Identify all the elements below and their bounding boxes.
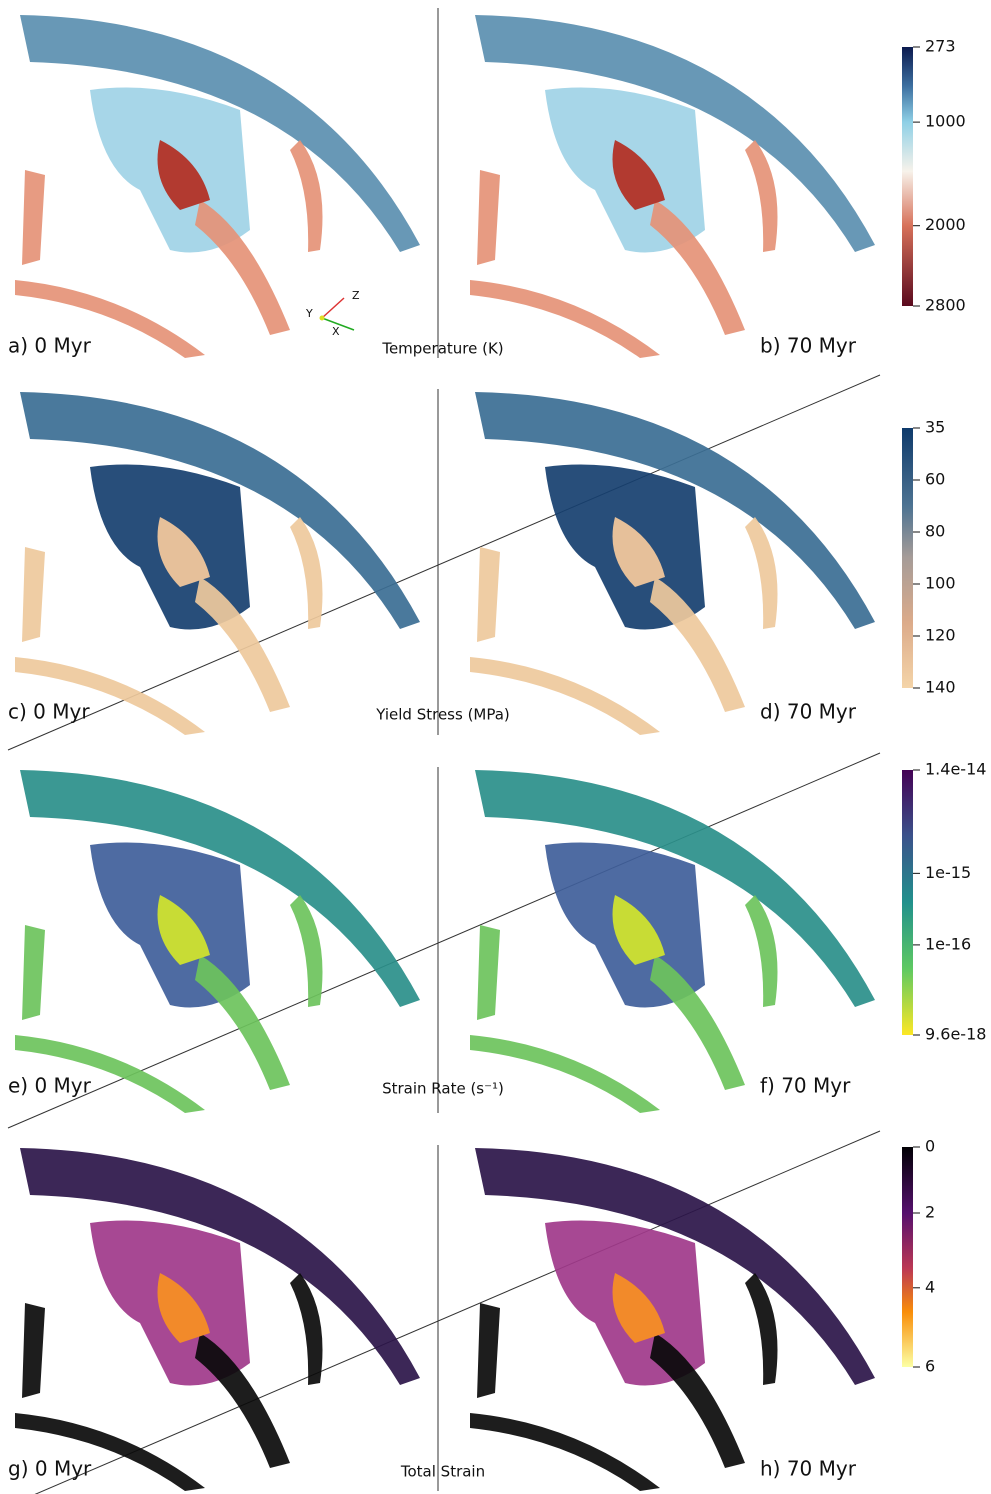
left-panel: [15, 392, 420, 735]
panel-label: h) 70 Myr: [760, 1457, 857, 1481]
colorbar-tick-label: 1e-16: [925, 934, 971, 953]
panel-label: e) 0 Myr: [8, 1074, 92, 1098]
panel-label: f) 70 Myr: [760, 1074, 851, 1098]
colorbar-tick-label: 1000: [925, 112, 966, 131]
colorbar: [902, 47, 913, 306]
panel-row: e) 0 Myr f) 70 Myr Strain Rate (s⁻¹) 1.4e-1…: [8, 760, 986, 1494]
right-panel: [470, 392, 875, 735]
colorbar-tick-label: 9.6e-18: [925, 1025, 986, 1044]
left-panel: [15, 770, 420, 1113]
axis-label: Y: [305, 307, 313, 320]
right-panel: [470, 15, 875, 358]
colorbar-tick-label: 140: [925, 678, 956, 697]
colorbar-tick-label: 4: [925, 1277, 935, 1296]
colorbar: [902, 770, 913, 1035]
colorbar-title: Total Strain: [400, 1463, 485, 1481]
axis-y: [320, 316, 325, 321]
panel-row: g) 0 Myr h) 70 Myr Total Strain 0 2 4 6: [8, 1137, 935, 1492]
axis-label: X: [332, 325, 340, 338]
colorbar-tick-label: 6: [925, 1357, 935, 1376]
colorbar-tick-label: 80: [925, 522, 945, 541]
left-panel: [15, 1148, 420, 1491]
axis-label: Z: [352, 289, 360, 302]
panel-label: g) 0 Myr: [8, 1457, 92, 1481]
colorbar-tick-label: 60: [925, 470, 945, 489]
colorbar-tick-label: 120: [925, 626, 956, 645]
panel-label: d) 70 Myr: [760, 700, 857, 724]
panel-label: b) 70 Myr: [760, 334, 857, 358]
axes-triad: Z Y X: [305, 289, 360, 338]
colorbar-title: Strain Rate (s⁻¹): [382, 1080, 504, 1098]
axis-z: [322, 298, 344, 318]
colorbar-tick-label: 1.4e-14: [925, 760, 986, 779]
colorbar-tick-label: 2800: [925, 296, 966, 315]
colorbar: [902, 1147, 913, 1367]
colorbar-tick-label: 0: [925, 1137, 935, 1156]
right-panel: [470, 770, 875, 1113]
colorbar-tick-label: 100: [925, 574, 956, 593]
right-panel: [470, 1148, 875, 1491]
colorbar-tick-label: 2: [925, 1203, 935, 1222]
figure: a) 0 Myrb) 70 MyrTemperature (K)27310002…: [0, 0, 991, 1494]
colorbar-tick-label: 35: [925, 418, 945, 437]
left-panel: [15, 15, 420, 358]
panel-label: c) 0 Myr: [8, 700, 90, 724]
panel-label: a) 0 Myr: [8, 334, 92, 358]
colorbar-title: Temperature (K): [381, 340, 503, 358]
colorbar-tick-label: 1e-15: [925, 863, 971, 882]
colorbar-tick-label: 2000: [925, 215, 966, 234]
colorbar: [902, 428, 913, 688]
colorbar-title: Yield Stress (MPa): [375, 706, 510, 724]
colorbar-tick-label: 273: [925, 37, 956, 56]
